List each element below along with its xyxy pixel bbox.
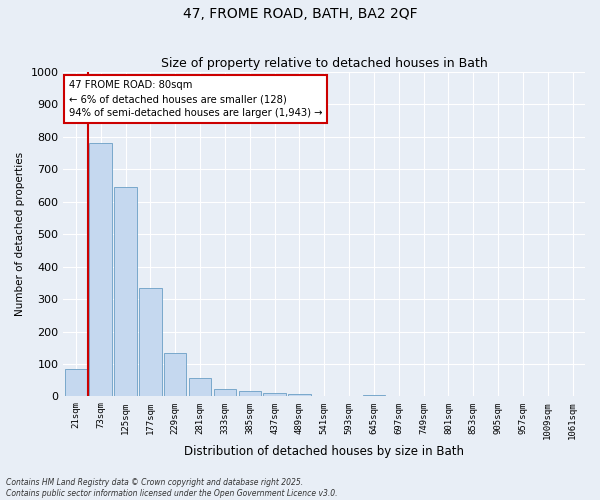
- Title: Size of property relative to detached houses in Bath: Size of property relative to detached ho…: [161, 56, 488, 70]
- Bar: [288, 394, 311, 396]
- Bar: [164, 352, 187, 397]
- Bar: [363, 395, 385, 396]
- Bar: [239, 390, 261, 396]
- Text: Contains HM Land Registry data © Crown copyright and database right 2025.
Contai: Contains HM Land Registry data © Crown c…: [6, 478, 337, 498]
- Bar: [89, 144, 112, 396]
- Bar: [189, 378, 211, 396]
- Text: 47 FROME ROAD: 80sqm
← 6% of detached houses are smaller (128)
94% of semi-detac: 47 FROME ROAD: 80sqm ← 6% of detached ho…: [68, 80, 322, 118]
- Bar: [139, 288, 161, 397]
- Y-axis label: Number of detached properties: Number of detached properties: [15, 152, 25, 316]
- Bar: [214, 390, 236, 396]
- Bar: [263, 393, 286, 396]
- Bar: [65, 369, 87, 396]
- Text: 47, FROME ROAD, BATH, BA2 2QF: 47, FROME ROAD, BATH, BA2 2QF: [182, 8, 418, 22]
- X-axis label: Distribution of detached houses by size in Bath: Distribution of detached houses by size …: [184, 444, 464, 458]
- Bar: [115, 187, 137, 396]
